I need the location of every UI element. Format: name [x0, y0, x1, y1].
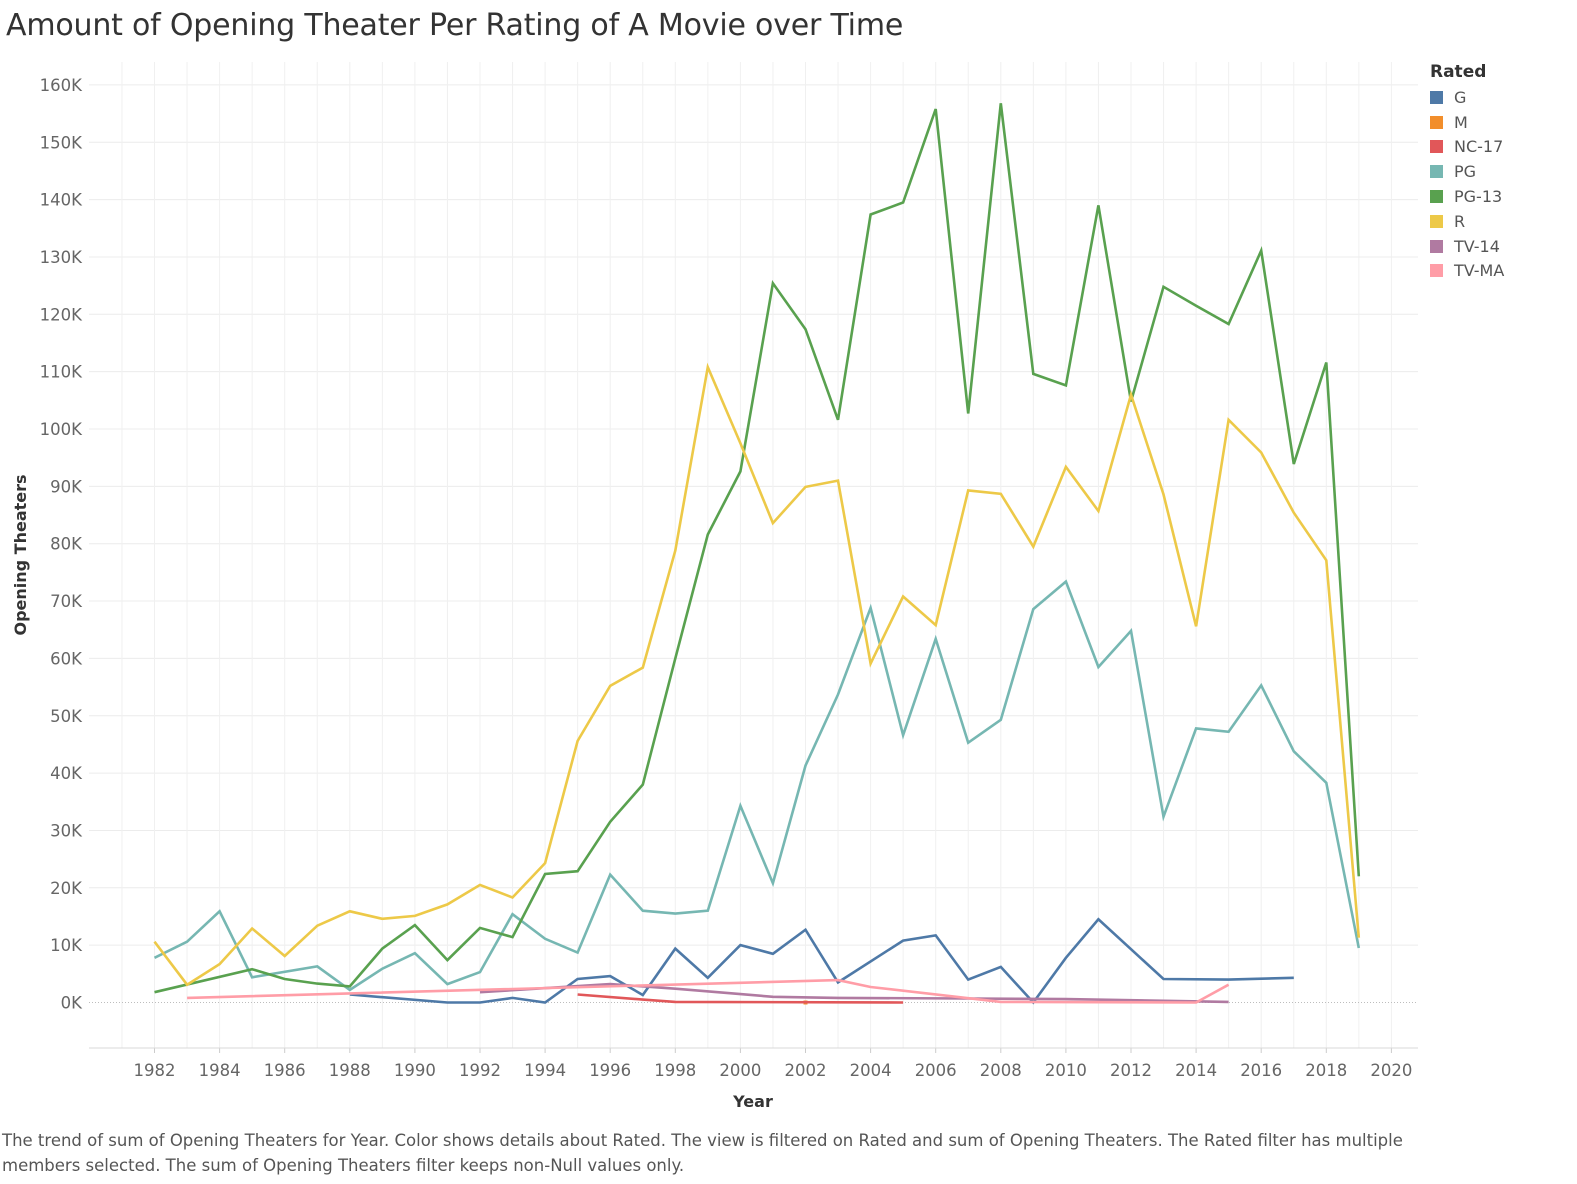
x-tick-label: 2012 [1110, 1061, 1152, 1080]
legend-swatch [1430, 264, 1443, 278]
series-line [577, 993, 904, 1004]
series-line [349, 917, 1294, 1005]
legend-item[interactable]: TV-MA [1430, 259, 1504, 284]
x-tick-label: 1986 [264, 1061, 306, 1080]
x-tick-label: 2000 [719, 1061, 761, 1080]
legend-item[interactable]: NC-17 [1430, 135, 1504, 160]
legend-item[interactable]: R [1430, 209, 1504, 234]
y-tick-label: 60K [50, 649, 83, 668]
y-tick-label: 30K [50, 821, 83, 840]
y-axis: 0K 10K 20K 30K 40K 50K 60K 70K 80K 90K 100K 110K 120… [40, 76, 83, 1013]
chart-title: Amount of Opening Theater Per Rating of … [6, 8, 904, 43]
legend-label: G [1454, 87, 1467, 107]
series-pg [153, 579, 1361, 992]
y-tick-label: 0K [61, 994, 83, 1013]
legend-label: NC-17 [1454, 137, 1504, 157]
chart-caption: The trend of sum of Opening Theaters for… [2, 1131, 1403, 1175]
legend-label: TV-MA [1454, 261, 1505, 281]
legend-item[interactable]: PG [1430, 159, 1504, 184]
x-tick-label: 1994 [524, 1061, 566, 1080]
y-axis-title: Opening Theaters [11, 474, 30, 635]
x-tick-label: 2006 [915, 1061, 957, 1080]
gridlines [89, 62, 1418, 1048]
legend-item[interactable]: TV-14 [1430, 234, 1504, 259]
y-tick-label: 40K [50, 764, 83, 783]
legend: Rated G M NC-17 PG PG-13 R TV-14 TV-MA [1430, 62, 1504, 283]
legend-swatch [1430, 190, 1443, 204]
x-tick-label: 2016 [1240, 1061, 1282, 1080]
series-line [153, 579, 1361, 992]
series-line [187, 978, 1230, 1004]
y-tick-label: 110K [40, 363, 83, 382]
legend-item[interactable]: G [1430, 85, 1504, 110]
x-tick-label: 1988 [329, 1061, 371, 1080]
x-tick-label: 1998 [654, 1061, 696, 1080]
legend-swatch [1430, 115, 1443, 129]
series-pg-13 [154, 103, 1361, 994]
x-axis: 1982 1984 1986 1988 1990 1992 1994 1996 1998 2000… [89, 1047, 1418, 1080]
x-tick-label: 2014 [1175, 1061, 1217, 1080]
y-tick-label: 140K [40, 191, 83, 210]
legend-label: PG [1454, 162, 1477, 182]
legend-label: TV-14 [1454, 236, 1500, 256]
y-tick-label: 130K [40, 248, 83, 267]
y-tick-label: 20K [50, 879, 83, 898]
legend-title: Rated [1430, 62, 1487, 82]
legend-item[interactable]: M [1430, 110, 1504, 135]
x-tick-label: 2008 [980, 1061, 1022, 1080]
series-lines [153, 103, 1361, 1005]
x-tick-label: 1992 [459, 1061, 501, 1080]
legend-label: M [1454, 112, 1468, 132]
x-tick-label: 1982 [134, 1061, 176, 1080]
x-tick-label: 2002 [785, 1061, 827, 1080]
y-tick-label: 70K [50, 592, 83, 611]
x-tick-label: 1996 [589, 1061, 631, 1080]
x-tick-label: 2010 [1045, 1061, 1087, 1080]
legend-items: G M NC-17 PG PG-13 R TV-14 TV-MA [1430, 85, 1504, 283]
x-tick-label: 2020 [1370, 1061, 1412, 1080]
y-tick-label: 150K [40, 133, 83, 152]
legend-swatch [1430, 165, 1443, 179]
legend-swatch [1430, 239, 1443, 253]
legend-swatch [1430, 140, 1443, 154]
legend-swatch [1430, 214, 1443, 228]
legend-swatch [1430, 90, 1443, 104]
series-tv-ma [187, 978, 1230, 1004]
y-tick-label: 80K [50, 535, 83, 554]
x-axis-title: Year [732, 1092, 773, 1111]
series-r [153, 362, 1361, 987]
y-tick-label: 120K [40, 305, 83, 324]
y-tick-label: 90K [50, 477, 83, 496]
series-nc-17 [577, 993, 904, 1004]
legend-item[interactable]: PG-13 [1430, 184, 1504, 209]
x-tick-label: 1990 [394, 1061, 436, 1080]
y-tick-label: 50K [50, 707, 83, 726]
series-line [153, 362, 1361, 987]
x-tick-label: 2018 [1305, 1061, 1347, 1080]
x-tick-label: 1984 [199, 1061, 241, 1080]
legend-label: PG-13 [1454, 187, 1503, 207]
series-line [154, 103, 1361, 994]
y-tick-label: 10K [50, 936, 83, 955]
y-tick-label: 100K [40, 420, 83, 439]
x-tick-label: 2004 [850, 1061, 892, 1080]
legend-label: R [1454, 211, 1466, 231]
y-tick-label: 160K [40, 76, 83, 95]
series-g [349, 917, 1294, 1005]
